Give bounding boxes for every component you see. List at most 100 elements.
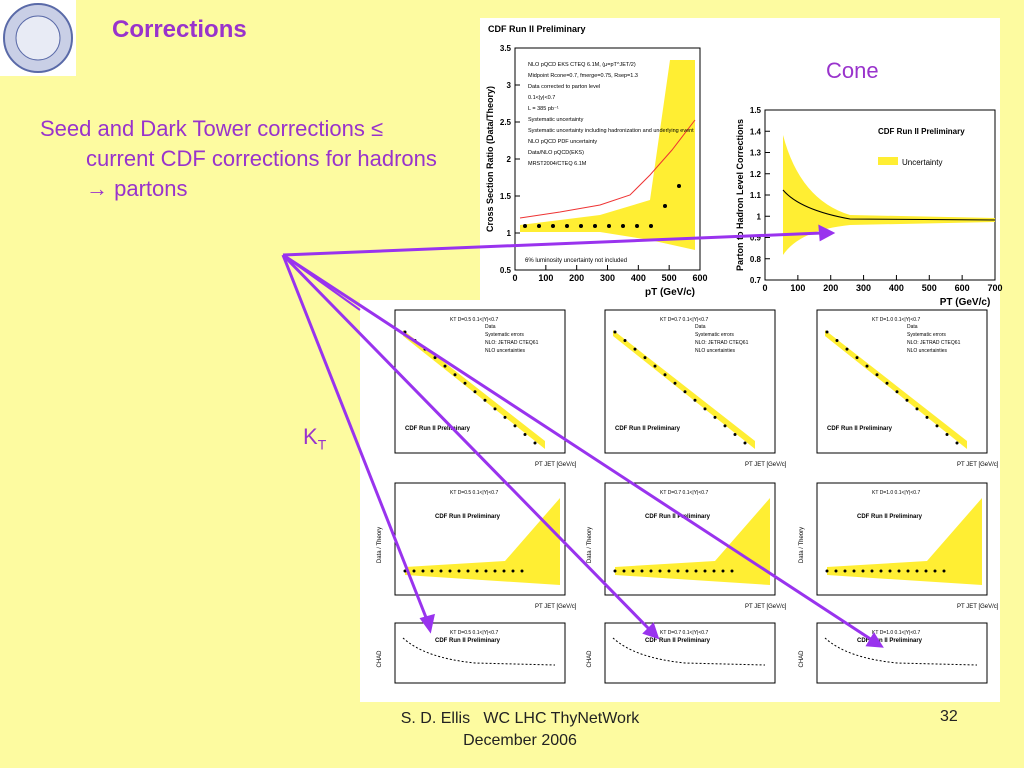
point <box>703 569 707 573</box>
panel-xlabel: PT JET [GeV/c] <box>957 462 999 468</box>
point <box>473 390 477 394</box>
panel-label: CDF Run II Preliminary <box>857 514 923 520</box>
legend-text: Systematic uncertainty including hadroni… <box>528 128 694 134</box>
kt-image <box>360 300 1000 702</box>
point <box>466 569 470 573</box>
point <box>915 569 919 573</box>
point <box>906 569 910 573</box>
curve <box>612 637 766 666</box>
point <box>897 569 901 573</box>
panel-label: CDF Run II Preliminary <box>615 426 681 432</box>
point <box>653 364 657 368</box>
legend-text: 0.1<|y|<0.7 <box>528 95 555 101</box>
panel-frame <box>816 309 988 454</box>
band <box>827 498 982 585</box>
point <box>879 569 883 573</box>
point <box>855 356 859 360</box>
panel-frame <box>604 482 776 596</box>
point <box>439 569 443 573</box>
point <box>905 398 909 402</box>
panel-title: KT D=0.5 0.1<|Y|<0.7 <box>450 630 498 636</box>
point <box>453 373 457 377</box>
data-point <box>579 224 583 228</box>
point <box>640 569 644 573</box>
point <box>658 569 662 573</box>
point <box>825 569 829 573</box>
legend-text: Systematic uncertainty <box>528 117 584 123</box>
point <box>643 356 647 360</box>
legend-text: Data <box>485 324 496 330</box>
point <box>631 569 635 573</box>
point <box>483 398 487 402</box>
band <box>615 498 770 585</box>
point <box>403 569 407 573</box>
x-tick-label: 700 <box>987 283 1002 293</box>
panel-label: CDF Run II Preliminary <box>645 514 711 520</box>
curve <box>824 637 978 666</box>
band <box>405 498 560 585</box>
point <box>955 441 959 445</box>
legend-text: NLO pQCD PDF uncertainty <box>528 139 597 145</box>
panel-xlabel: PT JET [GeV/c] <box>745 462 787 468</box>
point <box>743 441 747 445</box>
y-tick-label: 0.5 <box>500 266 512 275</box>
correction-curve <box>782 189 996 221</box>
x-tick-label: 0 <box>762 283 767 293</box>
legend-text: Midpoint Rcone=0.7, fmerge=0.75, Rsep=1.… <box>528 73 638 79</box>
point <box>484 569 488 573</box>
point <box>865 364 869 368</box>
legend-text: Data <box>907 324 918 330</box>
panel-title: KT D=0.5 0.1<|Y|<0.7 <box>450 317 498 323</box>
bullet: Seed and Dark Tower corrections ≤ curren… <box>40 116 437 201</box>
y-tick-label: 1.1 <box>750 191 762 200</box>
title: Corrections <box>112 16 247 43</box>
point <box>475 569 479 573</box>
band <box>613 330 755 449</box>
pdf-curve <box>519 119 696 219</box>
point <box>523 432 527 436</box>
point <box>649 569 653 573</box>
x-tick-label: 600 <box>692 273 707 283</box>
data-point <box>537 224 541 228</box>
point <box>835 339 839 343</box>
point <box>443 364 447 368</box>
plots: 0 100 200 300 400 500 600 0.5 1 1.5 2 2.5 3 3.5 pT (Ge… <box>377 24 1003 684</box>
band <box>825 330 967 449</box>
point <box>703 407 707 411</box>
y-tick-label: 1 <box>507 229 512 238</box>
arrows <box>281 224 884 648</box>
panel-frame <box>394 309 566 454</box>
footer-date: December 2006 <box>463 732 577 749</box>
point <box>513 424 517 428</box>
point <box>613 330 617 334</box>
panel-frame <box>816 482 988 596</box>
data-point <box>621 224 625 228</box>
legend-text: L = 385 pb⁻¹ <box>528 106 559 112</box>
x-tick-label: 600 <box>955 283 970 293</box>
y-tick-label: 2 <box>507 155 512 164</box>
data-point <box>607 224 611 228</box>
point <box>694 569 698 573</box>
data-point <box>677 184 681 188</box>
point <box>713 415 717 419</box>
logo <box>0 0 76 76</box>
point <box>448 569 452 573</box>
point <box>730 569 734 573</box>
legend-text: Systematic errors <box>485 332 524 338</box>
point <box>623 339 627 343</box>
panel-xlabel: PT JET [GeV/c] <box>745 604 787 610</box>
point <box>915 407 919 411</box>
panel-title: KT D=0.5 0.1<|Y|<0.7 <box>450 490 498 496</box>
panel-ylabel: Data / Theory <box>799 527 805 563</box>
panel-title: KT D=0.7 0.1<|Y|<0.7 <box>660 317 708 323</box>
legend-text: NLO uncertainties <box>485 348 526 354</box>
y-tick-label: 0.7 <box>750 276 762 285</box>
data-point <box>649 224 653 228</box>
y-tick-label: 1.5 <box>750 106 762 115</box>
point <box>875 373 879 377</box>
point <box>663 373 667 377</box>
y-tick-label: 1.5 <box>500 192 512 201</box>
point <box>888 569 892 573</box>
